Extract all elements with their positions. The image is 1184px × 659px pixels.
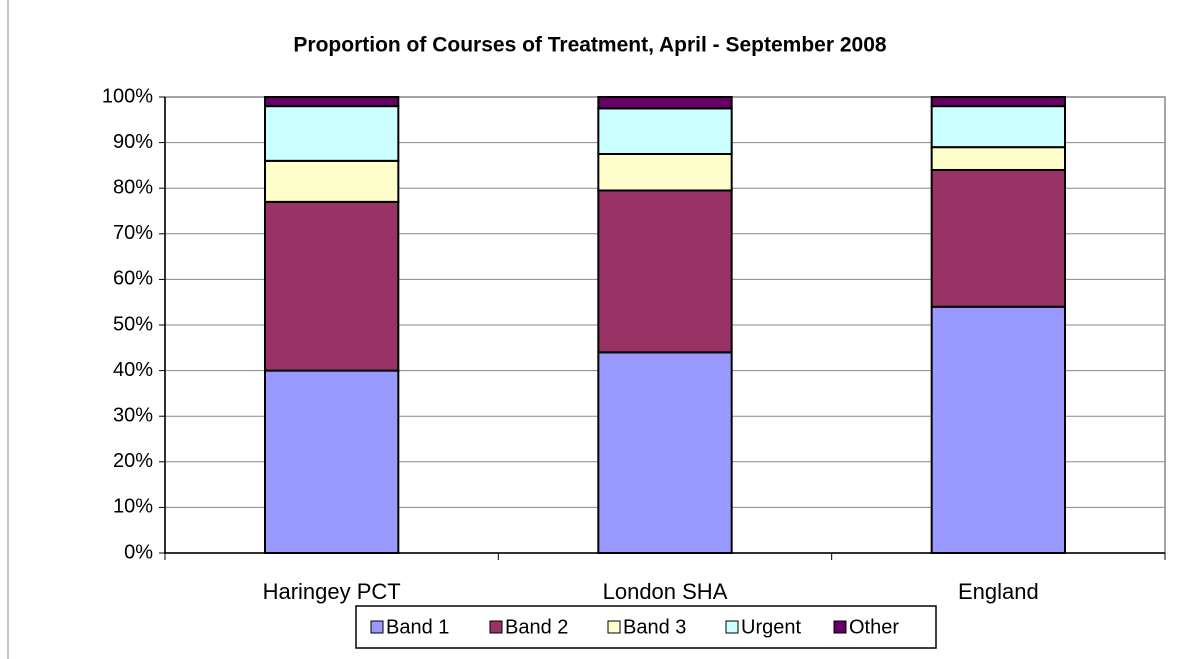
bar-segment <box>597 189 733 354</box>
y-tick-label: 90% <box>113 131 153 153</box>
y-tick-label: 20% <box>113 450 153 472</box>
y-tick-label: 40% <box>113 359 153 381</box>
legend-label: Urgent <box>741 616 801 638</box>
y-tick-label: 80% <box>113 176 153 198</box>
bar-segment <box>264 96 400 108</box>
legend-swatch <box>833 620 847 634</box>
y-tick-label: 30% <box>113 404 153 426</box>
y-tick-label: 10% <box>113 496 153 518</box>
y-tick-label: 70% <box>113 222 153 244</box>
bar-segment <box>264 105 400 162</box>
bar-segment <box>930 146 1067 171</box>
bar-segment <box>930 305 1067 555</box>
legend-swatch <box>370 620 384 634</box>
bar-segment <box>930 96 1067 108</box>
y-tick-label: 100% <box>102 85 153 107</box>
bar-segment <box>597 96 733 110</box>
y-tick-label: 0% <box>124 541 153 563</box>
y-tick-label: 50% <box>113 313 153 335</box>
bar-segment <box>930 168 1067 308</box>
bar-segment <box>264 369 400 554</box>
bar-segment <box>930 105 1067 149</box>
bar-segment <box>264 200 400 372</box>
legend-swatch <box>607 620 621 634</box>
x-tick-label: Haringey PCT <box>263 579 401 604</box>
legend-label: Band 2 <box>505 616 568 638</box>
legend-swatch <box>489 620 503 634</box>
x-tick-label: England <box>958 579 1039 604</box>
legend-label: Band 1 <box>386 616 449 638</box>
bar-segment <box>597 153 733 192</box>
bar-segment <box>597 107 733 155</box>
bar-segment <box>264 159 400 203</box>
bar-segment <box>597 351 733 554</box>
legend-label: Band 3 <box>623 616 686 638</box>
legend-swatch <box>725 620 739 634</box>
legend-label: Other <box>849 616 899 638</box>
chart-title: Proportion of Courses of Treatment, Apri… <box>293 34 886 57</box>
y-tick-label: 60% <box>113 268 153 290</box>
x-tick-label: London SHA <box>603 579 728 604</box>
